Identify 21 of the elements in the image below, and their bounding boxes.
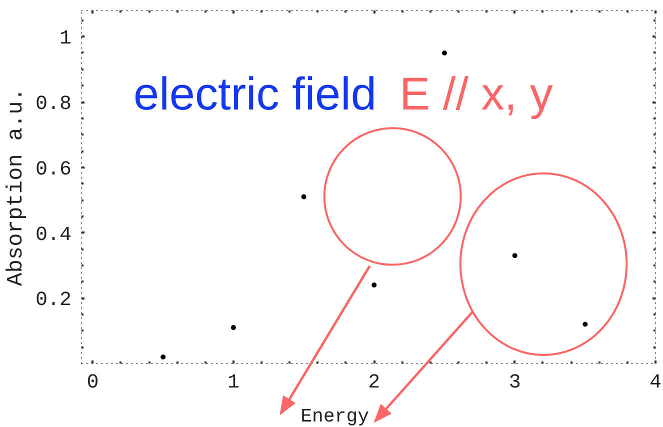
x-tick-label: 0 [86,372,99,394]
point [582,322,588,327]
point [512,253,518,258]
y-tick-label: 0.8 [35,93,72,116]
annotation: electric field [134,68,376,120]
point [301,194,306,200]
y-tick-label: 0.4 [35,224,72,247]
y-tick-label: 0.2 [35,289,72,312]
y-tick-label: 1 [60,28,72,51]
x-axis-title: Energy [300,406,370,427]
point [160,354,166,360]
point [230,325,236,330]
point [442,50,447,56]
x-tick-label: 1 [227,372,240,394]
y-tick-label: 0.6 [35,158,72,182]
y-axis-title: Absorption a.u. [3,88,28,286]
point [372,282,377,288]
x-tick-label: 3 [508,372,521,394]
x-tick-label: 2 [368,372,380,394]
annotation: E // x, y [399,68,553,120]
x-tick-label: 4 [650,372,662,394]
